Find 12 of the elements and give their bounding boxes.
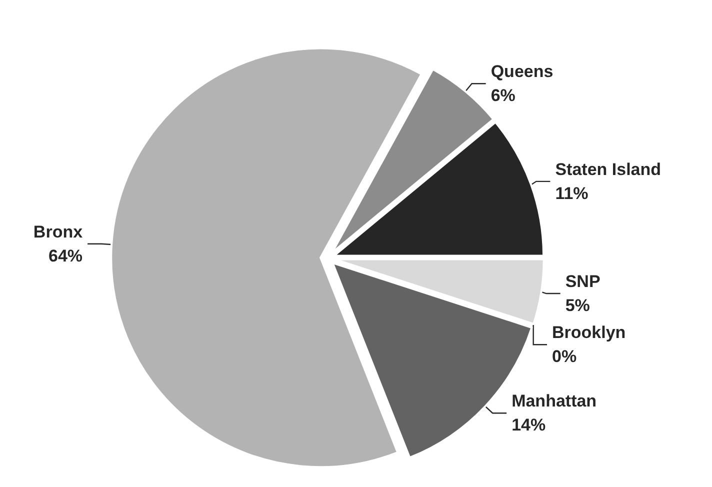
slice-label: Queens (490, 62, 554, 82)
data-label: 64% (48, 246, 83, 266)
slice-label: Bronx (33, 222, 84, 242)
slice-label: Manhattan (512, 392, 597, 411)
text: 0% (552, 347, 577, 366)
data-label: 11% (555, 184, 588, 203)
legend-label: Brooklyn (552, 323, 626, 342)
data-label: 14% (512, 416, 546, 435)
slice-label: SNP (565, 272, 600, 292)
data-label: 6% (490, 86, 516, 106)
slice-label: Staten Island (555, 160, 662, 179)
data-label: 5% (565, 296, 590, 316)
